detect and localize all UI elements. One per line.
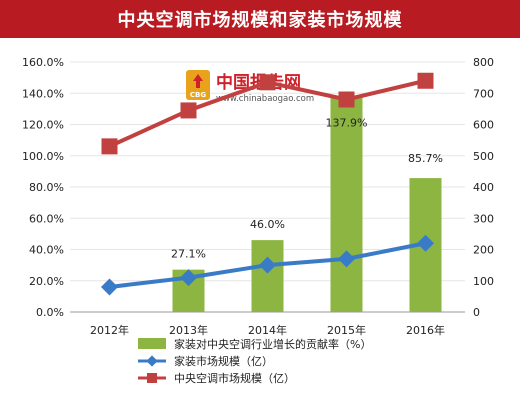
square-marker [338, 91, 355, 108]
bar-data-label: 46.0% [250, 218, 285, 231]
left-axis-tick-label: 60.0% [29, 212, 64, 225]
bar-data-labels: 27.1% 46.0% 137.9% 85.7% [171, 117, 443, 261]
watermark-url: www.chinabaogao.com [216, 94, 314, 104]
legend-label: 中央空调市场规模（亿） [174, 371, 295, 385]
x-axis-tick-label: 2012年 [90, 323, 129, 337]
watermark-brand: 中国报告网 [216, 72, 301, 93]
legend-swatch-bar [138, 338, 166, 349]
combo-chart: 0.0% 20.0% 40.0% 60.0% 80.0% 100.0% 120.0% 140.… [22, 56, 494, 385]
bar [330, 96, 363, 312]
diamond-marker [101, 278, 118, 296]
left-axis-tick-label: 160.0% [22, 56, 64, 69]
diamond-marker [259, 256, 276, 274]
left-axis-ticks: 0.0% 20.0% 40.0% 60.0% 80.0% 100.0% 120.0% 140.… [22, 56, 64, 319]
left-axis-tick-label: 40.0% [29, 244, 64, 257]
right-axis-tick-label: 800 [473, 56, 494, 69]
bar-data-label: 137.9% [326, 117, 368, 130]
right-axis-tick-label: 700 [473, 87, 494, 100]
left-axis-tick-label: 80.0% [29, 181, 64, 194]
square-marker [417, 72, 434, 89]
x-axis-tick-label: 2015年 [327, 323, 366, 337]
chart-area: 0.0% 20.0% 40.0% 60.0% 80.0% 100.0% 120.0% 140.… [0, 38, 520, 404]
bar-series [172, 96, 442, 312]
legend-marker-diamond [146, 355, 158, 367]
line-series [101, 72, 434, 296]
bar [251, 240, 284, 312]
left-axis-tick-label: 0.0% [36, 306, 64, 319]
legend-label: 家装对中央空调行业增长的贡献率（%） [174, 337, 371, 351]
watermark-logo-text: CBG [190, 91, 206, 99]
right-axis-tick-label: 300 [473, 212, 494, 225]
square-marker [101, 138, 118, 155]
legend-label: 家装市场规模（亿） [174, 354, 273, 368]
square-marker [180, 102, 197, 119]
legend: 家装对中央空调行业增长的贡献率（%） 家装市场规模（亿） 中央空调市场规模（亿） [138, 337, 371, 385]
square-marker [259, 74, 276, 91]
right-axis-ticks: 0 100 200 300 400 500 600 700 800 [473, 56, 494, 319]
bar-data-label: 85.7% [408, 152, 443, 165]
right-axis-tick-label: 500 [473, 150, 494, 163]
right-axis-tick-label: 600 [473, 119, 494, 132]
left-axis-tick-label: 20.0% [29, 275, 64, 288]
right-axis-tick-label: 400 [473, 181, 494, 194]
watermark-logo: CBG [186, 70, 210, 100]
diamond-marker [417, 234, 434, 252]
chart-title: 中央空调市场规模和家装市场规模 [117, 10, 403, 31]
grid-lines [70, 61, 465, 313]
left-axis-tick-label: 100.0% [22, 150, 64, 163]
bar-data-label: 27.1% [171, 248, 206, 261]
right-axis-tick-label: 0 [473, 306, 480, 319]
left-axis-tick-label: 140.0% [22, 87, 64, 100]
x-axis-tick-label: 2014年 [248, 323, 287, 337]
legend-marker-square [147, 373, 157, 383]
right-axis-tick-label: 200 [473, 244, 494, 257]
left-axis-tick-label: 120.0% [22, 119, 64, 132]
x-axis-tick-label: 2016年 [406, 323, 445, 337]
right-axis-tick-label: 100 [473, 275, 494, 288]
chart-title-bar: 中央空调市场规模和家装市场规模 [0, 0, 520, 38]
x-axis-tick-label: 2013年 [169, 323, 208, 337]
diamond-marker [180, 269, 197, 287]
diamond-marker [338, 250, 355, 268]
x-axis-ticks: 2012年 2013年 2014年 2015年 2016年 [90, 323, 445, 337]
watermark: CBG 中国报告网 www.chinabaogao.com [186, 70, 314, 104]
